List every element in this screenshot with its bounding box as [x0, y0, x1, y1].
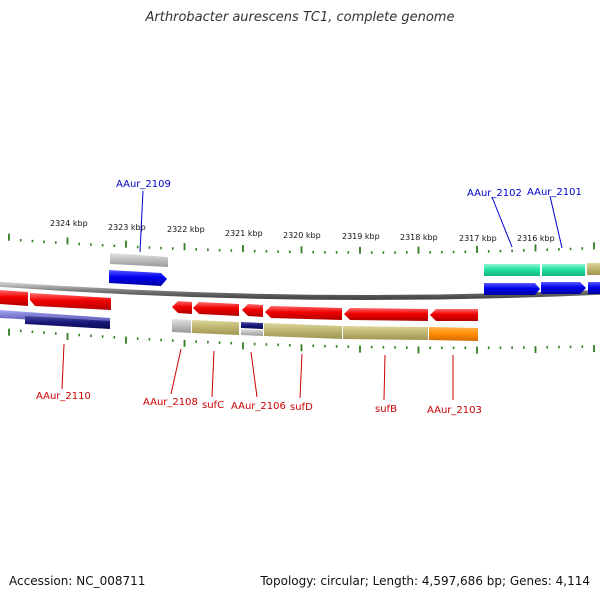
reverse-genes [0, 290, 478, 341]
gene-aaur-2101-green [542, 264, 585, 276]
leader-sufb [383, 354, 386, 401]
map-title: Arthrobacter aurescens TC1, complete gen… [145, 10, 455, 25]
gene-aaur-2102 [484, 283, 540, 295]
leader-aaur-2109 [139, 190, 144, 253]
inner-tick-marks [8, 328, 595, 354]
gene-sufc-khaki [192, 320, 239, 335]
scale-label-2322: 2322 kbp [167, 225, 205, 234]
leader-sufd [299, 353, 303, 399]
leader-aaur-2102 [491, 196, 513, 248]
gene-edge-blue [588, 282, 600, 294]
scale-label-2323: 2323 kbp [108, 223, 146, 232]
label-aaur-2102: AAur_2102 [467, 188, 522, 199]
gene-aaur-2101 [541, 282, 586, 294]
label-aaur-2108: AAur_2108 [143, 397, 198, 408]
forward-gene-labels: AAur_2109 AAur_2102 AAur_2101 [116, 179, 582, 253]
gene-edge-khaki [587, 263, 600, 275]
label-sufc: sufC [202, 400, 224, 411]
gene-aaur-2103-orange [429, 327, 478, 341]
gene-aaur-2110-navy [25, 316, 110, 329]
scale-label-2318: 2318 kbp [400, 233, 438, 242]
label-aaur-2103: AAur_2103 [427, 405, 482, 416]
label-sufb: sufB [375, 404, 397, 415]
gene-sufd [265, 306, 342, 320]
gene-aaur-2108-gray [172, 319, 191, 333]
scale-label-2324: 2324 kbp [50, 219, 88, 228]
gene-aaur-2103 [430, 309, 478, 321]
leader-aaur-2101 [549, 195, 563, 249]
leader-sufc [211, 350, 215, 398]
gene-aaur-2106-navy [241, 322, 263, 329]
label-aaur-2106: AAur_2106 [231, 401, 286, 412]
outer-tick-marks [8, 233, 595, 254]
accession-text: Accession: NC_008711 [9, 574, 146, 588]
genome-summary-text: Topology: circular; Length: 4,597,686 bp… [260, 574, 590, 588]
genome-backbone [0, 281, 600, 300]
gene-aaur-2102-green [484, 264, 540, 276]
leader-aaur-2110 [61, 343, 65, 390]
gene-aaur-2109 [109, 270, 167, 286]
scale-labels: 2324 kbp 2323 kbp 2322 kbp 2321 kbp 2320… [50, 219, 555, 243]
gene-aaur-2110 [30, 293, 111, 310]
gene-aaur-2108 [172, 301, 192, 314]
gene-aaur-2106-gray [241, 329, 263, 336]
forward-genes [109, 253, 600, 295]
gene-sufc [193, 302, 239, 316]
gene-sufd-khaki [264, 323, 342, 339]
label-aaur-2109: AAur_2109 [116, 179, 171, 190]
scale-label-2319: 2319 kbp [342, 232, 380, 241]
label-aaur-2110: AAur_2110 [36, 391, 91, 402]
gene-aaur-2109-gray [110, 253, 168, 267]
reverse-gene-labels: AAur_2110 AAur_2108 sufC AAur_2106 sufD … [36, 343, 482, 416]
scale-label-2317: 2317 kbp [459, 234, 497, 243]
leader-aaur-2106 [250, 351, 258, 398]
leader-aaur-2108 [170, 348, 182, 395]
scale-label-2320: 2320 kbp [283, 231, 321, 240]
gene-sufb [344, 308, 428, 321]
label-sufd: sufD [290, 402, 313, 413]
scale-label-2316: 2316 kbp [517, 234, 555, 243]
scale-label-2321: 2321 kbp [225, 229, 263, 238]
gene-aaur-2110-left [0, 290, 28, 306]
label-aaur-2101: AAur_2101 [527, 187, 582, 198]
gene-sufb-khaki [343, 326, 428, 340]
gene-aaur-2106 [242, 304, 263, 317]
